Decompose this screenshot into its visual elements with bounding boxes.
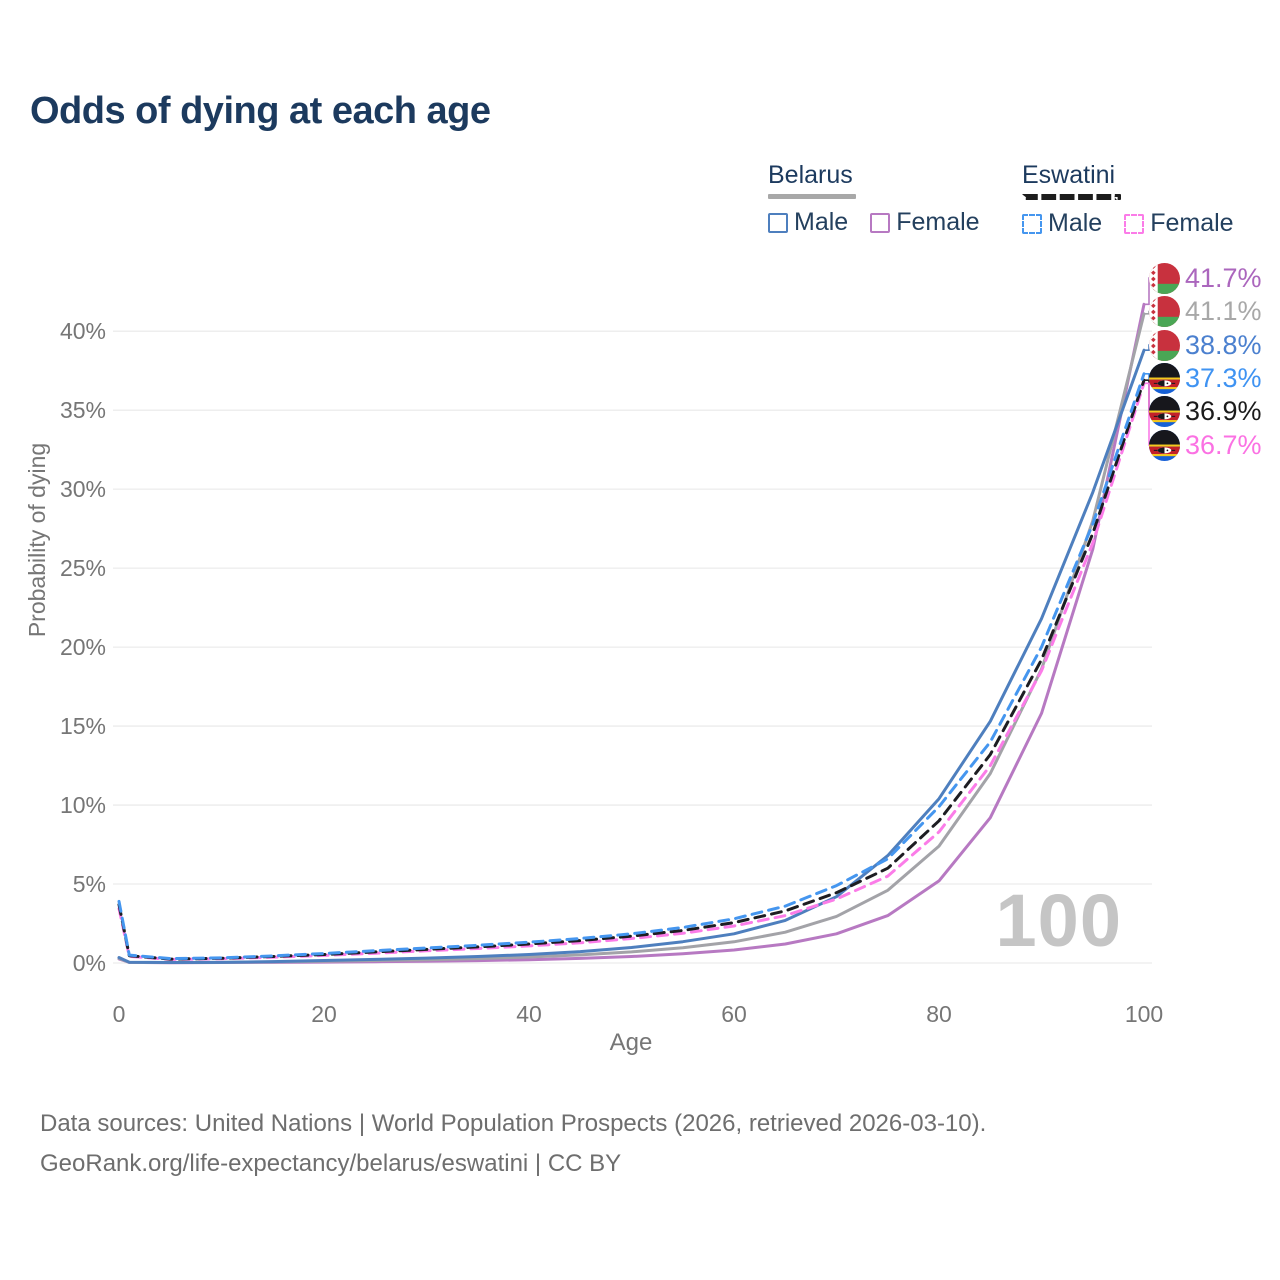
legend-row-belarus: Male Female: [768, 208, 980, 237]
y-tick-label: 10%: [60, 792, 106, 818]
belarus-male-label[interactable]: Male: [794, 208, 849, 236]
belarus-flag-icon: [1149, 296, 1180, 327]
y-tick-label: 20%: [60, 634, 106, 660]
end-label-eswatini-both: 36.9%: [1149, 395, 1262, 429]
belarus-solid-line-icon: [768, 194, 856, 199]
series-line-belarus-male: [117, 348, 1146, 964]
series-line-eswatini-male: [117, 372, 1146, 961]
belarus-flag-icon: [1149, 262, 1180, 294]
end-label-belarus-both: 41.1%: [1149, 295, 1262, 329]
end-label-eswatini-female: 36.7%: [1149, 428, 1262, 462]
end-label-value: 36.9%: [1185, 396, 1262, 427]
belarus-male-swatch-icon[interactable]: [768, 212, 788, 233]
series-line-eswatini-both: [117, 378, 1146, 961]
end-label-value: 41.1%: [1185, 296, 1262, 326]
end-label-value: 37.3%: [1185, 362, 1262, 393]
series-line-belarus-both: [117, 312, 1146, 964]
eswatini-dashed-line-icon: [1022, 194, 1121, 200]
belarus-female-swatch-icon[interactable]: [870, 212, 891, 233]
eswatini-male-swatch-icon[interactable]: [1022, 213, 1042, 234]
eswatini-female-label[interactable]: Female: [1150, 209, 1234, 237]
x-tick-label: 20: [311, 1001, 337, 1027]
end-label-value: 41.7%: [1185, 262, 1262, 293]
legend-country-belarus: Belarus: [768, 161, 853, 189]
y-tick-label: 15%: [60, 713, 106, 739]
x-tick-label: 0: [113, 1001, 126, 1027]
legend-row-eswatini: Male Female: [1022, 209, 1234, 238]
y-axis-title: Probability of dying: [24, 443, 50, 637]
eswatini-flag-icon: [1149, 362, 1180, 394]
end-label-belarus-female: 41.7%: [1149, 261, 1262, 295]
legend-group-belarus: Belarus Male Female: [768, 161, 980, 237]
footer-attribution: GeoRank.org/life-expectancy/belarus/eswa…: [40, 1150, 622, 1177]
footer-data-sources: Data sources: United Nations | World Pop…: [40, 1110, 987, 1137]
y-tick-label: 35%: [60, 397, 106, 423]
eswatini-flag-icon: [1149, 429, 1180, 461]
end-label-belarus-male: 38.8%: [1149, 328, 1262, 362]
belarus-flag-icon: [1149, 329, 1180, 361]
end-label-eswatini-male: 37.3%: [1149, 361, 1262, 395]
x-tick-label: 100: [1125, 1001, 1163, 1027]
x-tick-label: 80: [926, 1001, 952, 1027]
legend-group-eswatini: Eswatini Male Female: [1022, 161, 1234, 238]
y-tick-label: 40%: [60, 318, 106, 344]
y-tick-label: 25%: [60, 555, 106, 581]
legend-country-eswatini: Eswatini: [1022, 161, 1116, 189]
eswatini-flag-icon: [1149, 396, 1180, 428]
series-line-eswatini-female: [117, 381, 1146, 961]
eswatini-male-label[interactable]: Male: [1048, 209, 1103, 237]
eswatini-female-swatch-icon[interactable]: [1124, 213, 1145, 234]
belarus-female-label[interactable]: Female: [896, 208, 980, 236]
end-label-value: 36.7%: [1185, 429, 1262, 460]
end-label-value: 38.8%: [1185, 329, 1262, 360]
chart-title: Odds of dying at each age: [30, 90, 491, 132]
series-line-belarus-female: [117, 302, 1146, 965]
x-tick-label: 40: [516, 1001, 542, 1027]
age-counter-watermark: 100: [995, 879, 1122, 962]
y-tick-label: 0%: [73, 950, 106, 976]
y-tick-label: 5%: [73, 871, 106, 897]
x-tick-label: 60: [721, 1001, 747, 1027]
x-axis-title: Age: [610, 1029, 653, 1056]
y-tick-label: 30%: [60, 476, 106, 502]
